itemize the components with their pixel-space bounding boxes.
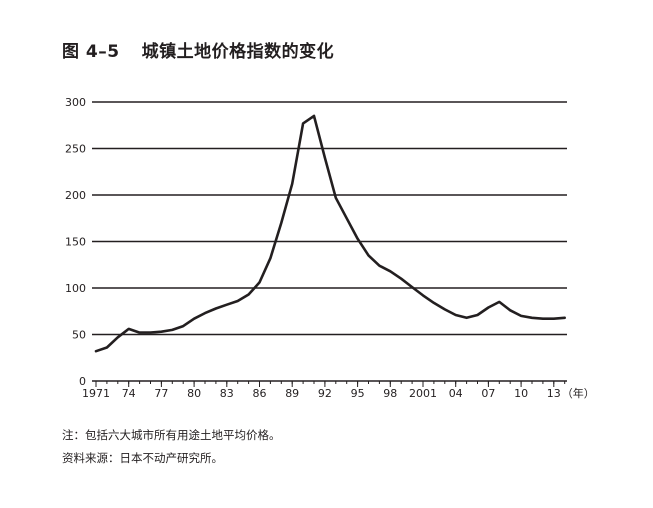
x-tick-label-2001: 2001 xyxy=(409,387,437,400)
x-tick-label-1980: 80 xyxy=(187,387,201,400)
x-tick-label-1992: 92 xyxy=(318,387,332,400)
x-tick-label-1986: 86 xyxy=(253,387,267,400)
y-tick-label-150: 150 xyxy=(65,236,86,249)
y-tick-label-200: 200 xyxy=(65,189,86,202)
chart-source: 资料来源：日本不动产研究所。 xyxy=(62,451,223,465)
figure-title: 图 4–5 城镇土地价格指数的变化 xyxy=(62,37,334,62)
x-unit-label: （年） xyxy=(562,386,595,400)
figure-caption: 城镇土地价格指数的变化 xyxy=(141,42,335,62)
x-tick-label-1995: 95 xyxy=(351,387,365,400)
x-tick-label-2004: 04 xyxy=(449,387,463,400)
figure-label: 图 4–5 xyxy=(62,42,120,62)
chart-note: 注：包括六大城市所有用途土地平均价格。 xyxy=(62,428,281,442)
x-tick-label-1971: 1971 xyxy=(82,387,110,400)
x-tick-label-1989: 89 xyxy=(285,387,299,400)
line-chart: 0 50 100 150 200 250 300 1971 74 77 80 83 86 89 92 95 98… xyxy=(65,96,595,400)
y-tick-label-300: 300 xyxy=(65,96,86,109)
x-tick-label-2007: 07 xyxy=(481,387,495,400)
x-tick-label-1983: 83 xyxy=(220,387,234,400)
series-line xyxy=(94,114,567,353)
y-tick-label-100: 100 xyxy=(65,282,86,295)
y-tick-label-0: 0 xyxy=(79,375,86,388)
x-tick-label-2010: 10 xyxy=(514,387,528,400)
x-tick-label-1977: 77 xyxy=(154,387,168,400)
y-tick-label-250: 250 xyxy=(65,143,86,156)
x-tick-label-1974: 74 xyxy=(122,387,136,400)
y-tick-label-50: 50 xyxy=(72,329,86,342)
x-tick-label-2013: 13 xyxy=(547,387,561,400)
x-tick-label-1998: 98 xyxy=(383,387,397,400)
